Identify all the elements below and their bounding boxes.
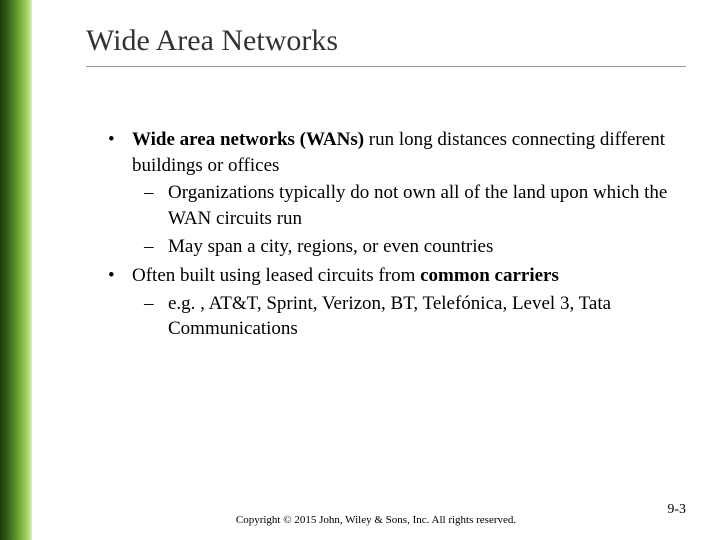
bullet-1-sub-1: Organizations typically do not own all o… — [144, 180, 680, 231]
page-number: 9-3 — [667, 502, 686, 518]
copyright-footer: Copyright © 2015 John, Wiley & Sons, Inc… — [32, 514, 720, 526]
bullet-2-pre: Often built using leased circuits from — [132, 265, 420, 286]
sidebar-gradient — [0, 0, 32, 540]
bullet-1-bold: Wide area networks (WANs) — [132, 129, 364, 150]
slide-content: Wide Area Networks Wide area networks (W… — [32, 0, 720, 540]
bullet-2-bold: common carriers — [420, 265, 559, 286]
bullet-list: Wide area networks (WANs) run long dista… — [32, 67, 720, 342]
bullet-1-sub-2: May span a city, regions, or even countr… — [144, 234, 680, 260]
slide-title: Wide Area Networks — [32, 0, 720, 66]
bullet-2-sub-1: e.g. , AT&T, Sprint, Verizon, BT, Telefó… — [144, 291, 680, 342]
bullet-1: Wide area networks (WANs) run long dista… — [108, 127, 680, 259]
bullet-2: Often built using leased circuits from c… — [108, 263, 680, 342]
